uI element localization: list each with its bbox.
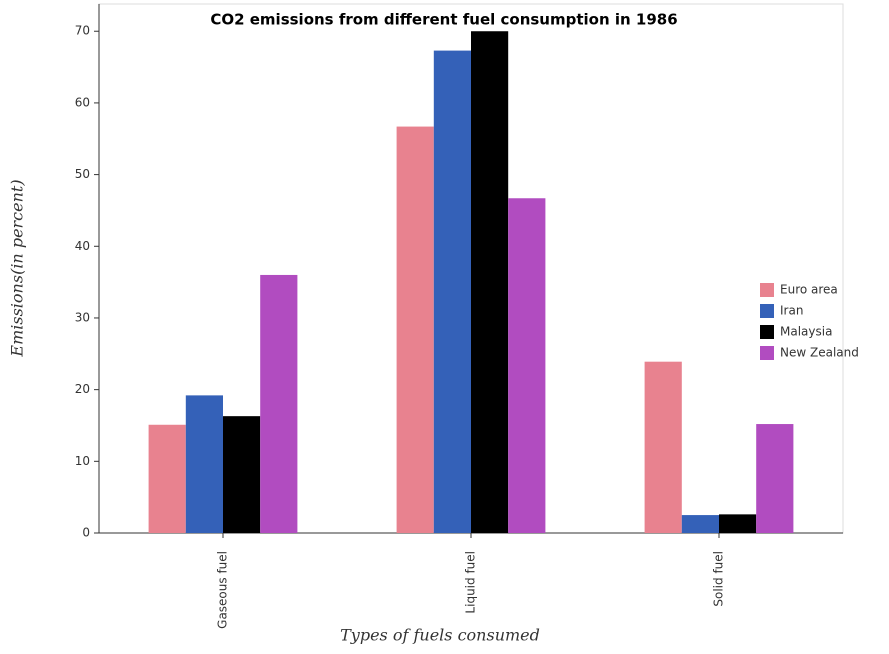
y-tick-label: 20 bbox=[75, 382, 90, 396]
legend-label: New Zealand bbox=[780, 346, 859, 360]
y-tick-label: 40 bbox=[75, 239, 90, 253]
legend-swatch bbox=[760, 325, 774, 339]
bar bbox=[396, 126, 434, 533]
bar bbox=[223, 416, 261, 533]
legend-swatch bbox=[760, 304, 774, 318]
y-tick-label: 70 bbox=[75, 24, 90, 38]
x-tick-label: Liquid fuel bbox=[464, 551, 478, 614]
bar bbox=[756, 424, 794, 533]
y-tick-label: 50 bbox=[75, 167, 90, 181]
legend-label: Iran bbox=[780, 304, 803, 318]
bar bbox=[148, 424, 186, 533]
y-axis-label: Emissions(in percent) bbox=[8, 179, 27, 357]
bar bbox=[471, 31, 509, 533]
legend-label: Euro area bbox=[780, 283, 838, 297]
bar bbox=[681, 515, 719, 533]
bar bbox=[433, 50, 471, 534]
legend-swatch bbox=[760, 346, 774, 360]
bar bbox=[719, 514, 757, 533]
bar bbox=[260, 274, 298, 533]
bar bbox=[185, 395, 223, 533]
bar bbox=[508, 198, 546, 533]
legend-label: Malaysia bbox=[780, 325, 832, 339]
x-axis-label: Types of fuels consumed bbox=[340, 626, 540, 645]
y-tick-label: 10 bbox=[75, 454, 90, 468]
y-tick-label: 30 bbox=[75, 310, 90, 324]
y-tick-label: 0 bbox=[82, 526, 90, 540]
chart-title: CO2 emissions from different fuel consum… bbox=[210, 11, 677, 29]
x-tick-label: Gaseous fuel bbox=[216, 551, 230, 629]
bar bbox=[644, 361, 682, 533]
legend-swatch bbox=[760, 283, 774, 297]
y-tick-label: 60 bbox=[75, 95, 90, 109]
x-tick-label: Solid fuel bbox=[712, 551, 726, 607]
